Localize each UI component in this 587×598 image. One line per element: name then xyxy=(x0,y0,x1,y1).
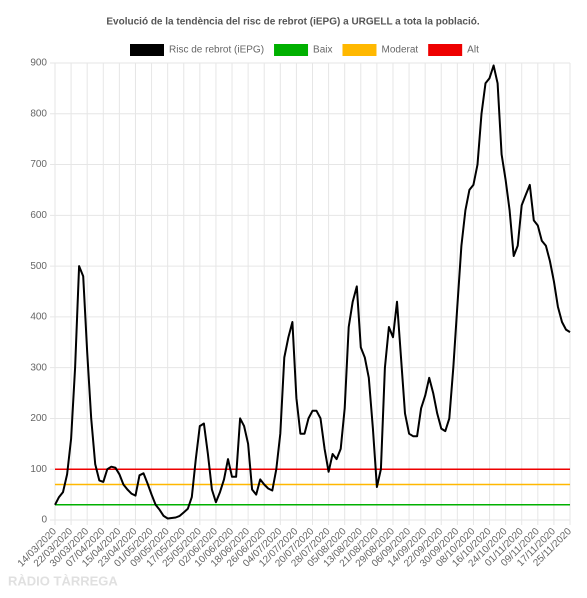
watermark: RÀDIO TÀRREGA xyxy=(8,573,118,588)
y-tick-label: 600 xyxy=(30,210,47,221)
y-tick-label: 0 xyxy=(41,515,47,526)
y-tick-label: 100 xyxy=(30,464,47,475)
y-tick-label: 500 xyxy=(30,261,47,272)
y-tick-label: 400 xyxy=(30,312,47,323)
y-tick-label: 200 xyxy=(30,413,47,424)
y-tick-label: 900 xyxy=(30,58,47,69)
chart-title: Evolució de la tendència del risc de reb… xyxy=(106,17,479,28)
y-tick-label: 300 xyxy=(30,362,47,373)
legend-label: Baix xyxy=(313,45,332,56)
y-tick-label: 700 xyxy=(30,159,47,170)
legend-label: Alt xyxy=(467,45,479,56)
legend-label: Moderat xyxy=(381,45,418,56)
y-tick-label: 800 xyxy=(30,108,47,119)
legend-swatch xyxy=(130,44,164,56)
legend-swatch xyxy=(274,44,309,56)
legend-label: Risc de rebrot (iEPG) xyxy=(169,45,264,56)
legend-swatch xyxy=(342,44,377,56)
legend-swatch xyxy=(428,44,463,56)
data-line xyxy=(54,64,571,520)
